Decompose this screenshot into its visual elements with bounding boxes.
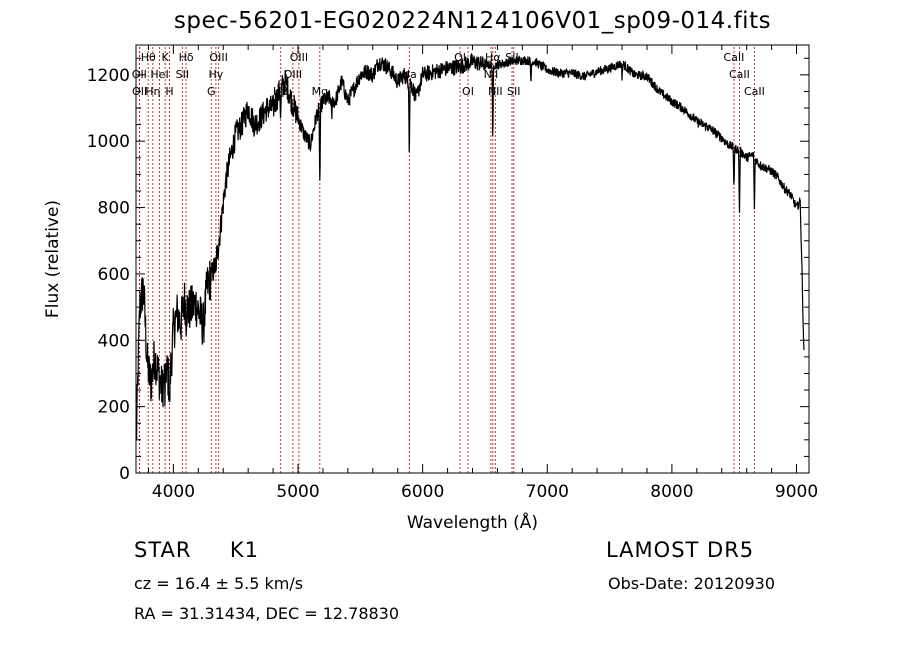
spectral-line-markers — [138, 47, 755, 473]
spectral-line-label: OI — [462, 85, 474, 98]
spectral-line-label: OIII — [290, 51, 308, 64]
spectral-line-label: NII — [484, 68, 499, 81]
spectral-line-label: SII — [507, 85, 520, 98]
plot-frame — [135, 44, 810, 474]
x-tick-label: 7000 — [526, 482, 569, 502]
spectral-line-label: OIII — [209, 51, 227, 64]
spectral-line-label: Hθ — [141, 51, 156, 64]
spectral-line-label: HeI — [150, 68, 168, 81]
spectrum-series-line — [135, 52, 805, 441]
x-tick-label: 8000 — [650, 482, 693, 502]
survey-name: LAMOST DR5 — [606, 538, 755, 562]
x-axis: 4000 5000 6000 7000 8000 9000 — [147, 45, 818, 502]
y-tick-label: 800 — [98, 199, 130, 219]
y-tick-label: 1000 — [87, 132, 130, 152]
y-tick-label: 200 — [98, 398, 130, 418]
y-axis-label: Flux (relative) — [43, 200, 63, 318]
spectral-line-label: H — [165, 85, 173, 98]
coordinates-readout: RA = 31.31434, DEC = 12.78830 — [134, 604, 400, 623]
spectral-line-label: Hδ — [179, 51, 194, 64]
spectral-line-label: G — [207, 85, 216, 98]
object-subclass: K1 — [229, 538, 260, 562]
spectral-line-label: SII — [176, 68, 189, 81]
spectral-line-label: NII — [488, 85, 503, 98]
y-tick-label: 1200 — [87, 66, 130, 86]
x-axis-label: Wavelength (Å) — [407, 511, 538, 533]
spectral-line-label: OI — [454, 51, 466, 64]
chart-title: spec-56201-EG020224N124106V01_sp09-014.f… — [173, 8, 772, 34]
y-tick-label: 600 — [98, 265, 130, 285]
spectral-line-label: Hγ — [208, 68, 223, 81]
spectral-line-label: CaII — [744, 85, 765, 98]
x-tick-label: 5000 — [276, 482, 319, 502]
y-tick-label: 0 — [119, 464, 130, 484]
y-axis: 0 200 400 600 800 1000 1200 — [87, 57, 809, 484]
redshift-readout: cz = 16.4 ± 5.5 km/s — [134, 574, 304, 593]
y-tick-label: 400 — [98, 331, 130, 351]
spectral-line-label: CaII — [724, 51, 745, 64]
object-classification: STAR K1 — [134, 538, 259, 562]
spectral-line-label: Hη — [145, 85, 160, 98]
spectral-line-label: CaII — [729, 68, 750, 81]
x-tick-label: 4000 — [152, 482, 195, 502]
observation-date: Obs-Date: 20120930 — [608, 574, 776, 593]
x-tick-label: 9000 — [775, 482, 818, 502]
spectral-line-label: K — [162, 51, 170, 64]
x-tick-label: 6000 — [401, 482, 444, 502]
object-class: STAR — [134, 538, 192, 562]
